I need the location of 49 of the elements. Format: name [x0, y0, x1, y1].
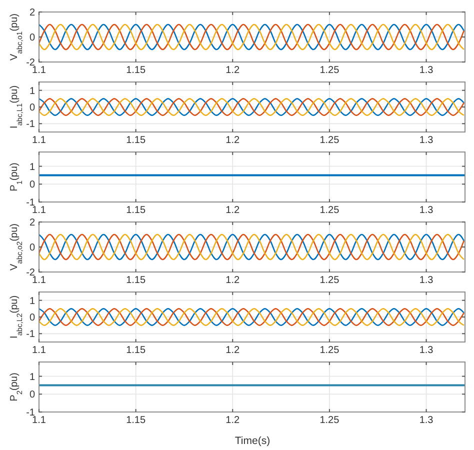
y-tick-label: 1 — [29, 372, 36, 383]
x-tick-label: 1.1 — [32, 205, 46, 216]
y-tick-label: 0 — [29, 102, 36, 114]
y-tick-label: 0 — [29, 180, 36, 191]
x-tick-label: 1.3 — [419, 275, 434, 286]
x-tick-label: 1.1 — [32, 415, 46, 426]
x-tick-label: 1.25 — [320, 205, 340, 216]
y-tick-label: 2 — [29, 218, 36, 228]
y-tick-label: 0 — [29, 32, 36, 44]
x-tick-label: 1.2 — [226, 205, 240, 216]
x-tick-label: 1.2 — [226, 415, 240, 426]
x-tick-label: 1.25 — [320, 135, 340, 146]
y-tick-label: 1 — [29, 86, 36, 97]
x-tick-label: 1.1 — [32, 135, 46, 146]
x-tick-label: 1.1 — [32, 65, 46, 76]
x-tick-label: 1.2 — [226, 65, 240, 76]
line-series — [39, 24, 465, 50]
x-tick-label: 1.3 — [419, 415, 434, 426]
y-tick-label: 1 — [29, 296, 36, 307]
x-tick-label: 1.2 — [226, 345, 240, 356]
x-tick-label: 1.15 — [126, 65, 146, 76]
y-tick-label: -1 — [26, 119, 36, 130]
x-tick-label: 1.3 — [419, 345, 434, 356]
x-tick-label: 1.1 — [32, 345, 46, 356]
x-tick-label: 1.25 — [320, 345, 340, 356]
x-tick-label: 1.25 — [320, 275, 340, 286]
y-tick-label: 0 — [29, 312, 36, 324]
x-tick-label: 1.1 — [32, 275, 46, 286]
y-tick-label: 0 — [29, 390, 36, 401]
x-tick-label: 1.15 — [126, 415, 146, 426]
x-tick-label: 1.25 — [320, 65, 340, 76]
y-tick-label: 0 — [29, 242, 36, 254]
x-tick-label: 1.3 — [419, 135, 434, 146]
y-tick-label: 1 — [29, 162, 36, 173]
x-axis-title: Time(s) — [234, 435, 270, 447]
x-tick-label: 1.15 — [126, 275, 146, 286]
x-tick-label: 1.15 — [126, 205, 146, 216]
line-series — [39, 98, 465, 116]
x-tick-label: 1.15 — [126, 345, 146, 356]
x-tick-label: 1.3 — [419, 205, 434, 216]
x-tick-label: 1.25 — [320, 415, 340, 426]
x-tick-label: 1.15 — [126, 135, 146, 146]
x-tick-label: 1.2 — [226, 135, 240, 146]
x-tick-label: 1.3 — [419, 65, 434, 76]
line-series — [39, 234, 465, 260]
y-tick-label: -1 — [26, 329, 36, 340]
y-tick-label: 2 — [29, 8, 36, 18]
x-tick-label: 1.2 — [226, 275, 240, 286]
line-series — [39, 308, 465, 326]
